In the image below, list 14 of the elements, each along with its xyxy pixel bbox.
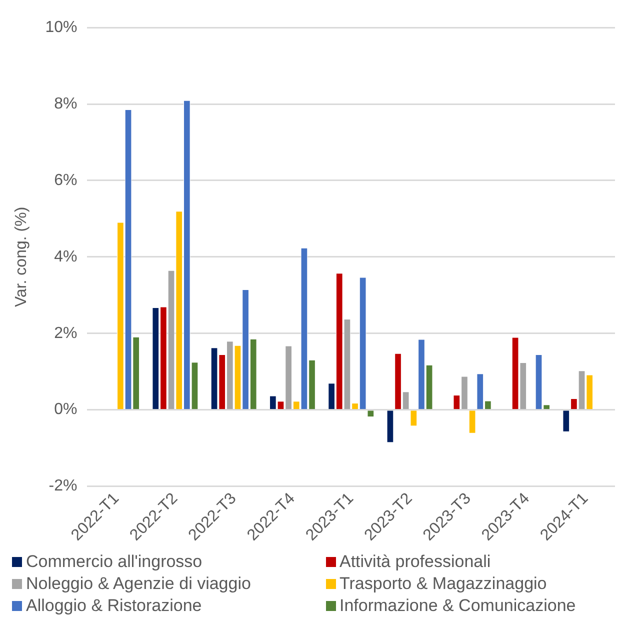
y-axis-title: Var. cong. (%) [13,206,30,308]
y-tick-label: 8% [54,95,78,112]
y-tick-label: 0% [54,401,78,418]
legend-label: Noleggio & Agenzie di viaggio [26,574,251,594]
y-tick-label: 6% [54,172,78,189]
y-tick-label: 2% [54,324,78,342]
y-tick-label: -2% [48,478,78,495]
y-tick-label: 4% [54,248,78,266]
legend-label: Informazione & Comunicazione [340,596,576,616]
legend-label: Attività professionali [340,552,491,572]
legend-label: Commercio all'ingrosso [26,552,202,572]
legend-label: Alloggio & Ristorazione [26,596,202,616]
y-tick-label: 10% [45,19,78,36]
legend-label: Trasporto & Magazzinaggio [340,574,547,594]
